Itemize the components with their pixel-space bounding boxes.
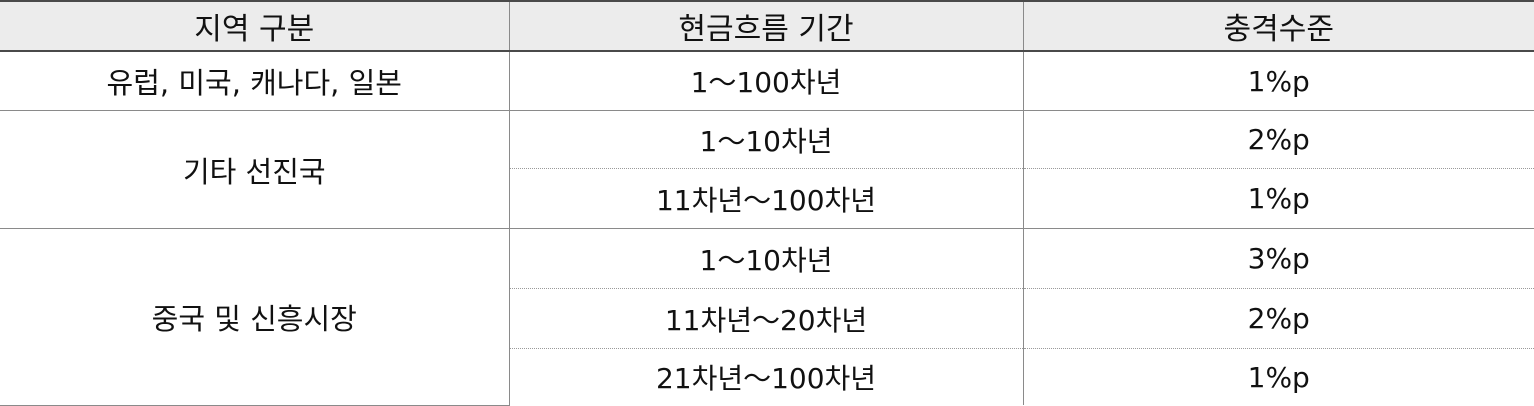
table-row: 11차년～20차년 2%p <box>0 288 1534 349</box>
shock-cell: 1%p <box>1023 51 1534 111</box>
region-cell: 기타 선진국 <box>0 110 509 229</box>
shock-cell: 1%p <box>1247 360 1310 394</box>
shock-cell: 2%p <box>1023 288 1534 349</box>
region-cell: 유럽, 미국, 캐나다, 일본 <box>0 51 509 111</box>
header-region: 지역 구분 <box>0 0 509 52</box>
table-row: 기타 선진국 1～10차년 2%p <box>0 110 1534 229</box>
shock-cell: 2%p <box>1023 110 1534 169</box>
table-row: 21차년～100차년 1%p <box>0 348 1534 405</box>
table-header-row: 지역 구분 현금흐름 기간 충격수준 <box>0 0 1534 52</box>
table-row: 11차년～100차년 1%p <box>0 168 1534 229</box>
table-row: 중국 및 신흥시장 1～10차년 3%p <box>0 228 1534 406</box>
table-row: 유럽, 미국, 캐나다, 일본 1～100차년 1%p <box>0 51 1534 111</box>
header-shock-level: 충격수준 <box>1023 0 1534 52</box>
shock-cell: 1%p <box>1023 168 1534 229</box>
shock-cell: 3%p <box>1023 228 1534 289</box>
region-cell: 중국 및 신흥시장 <box>0 228 509 406</box>
header-cashflow-period: 현금흐름 기간 <box>508 0 1024 52</box>
period-cell: 21차년～100차년 <box>508 348 1024 405</box>
period-cell: 11차년～100차년 <box>508 168 1024 229</box>
period-cell: 1～10차년 <box>508 110 1024 169</box>
period-cell: 11차년～20차년 <box>508 288 1024 349</box>
period-cell: 1～10차년 <box>508 228 1024 289</box>
period-cell: 1～100차년 <box>508 51 1024 111</box>
